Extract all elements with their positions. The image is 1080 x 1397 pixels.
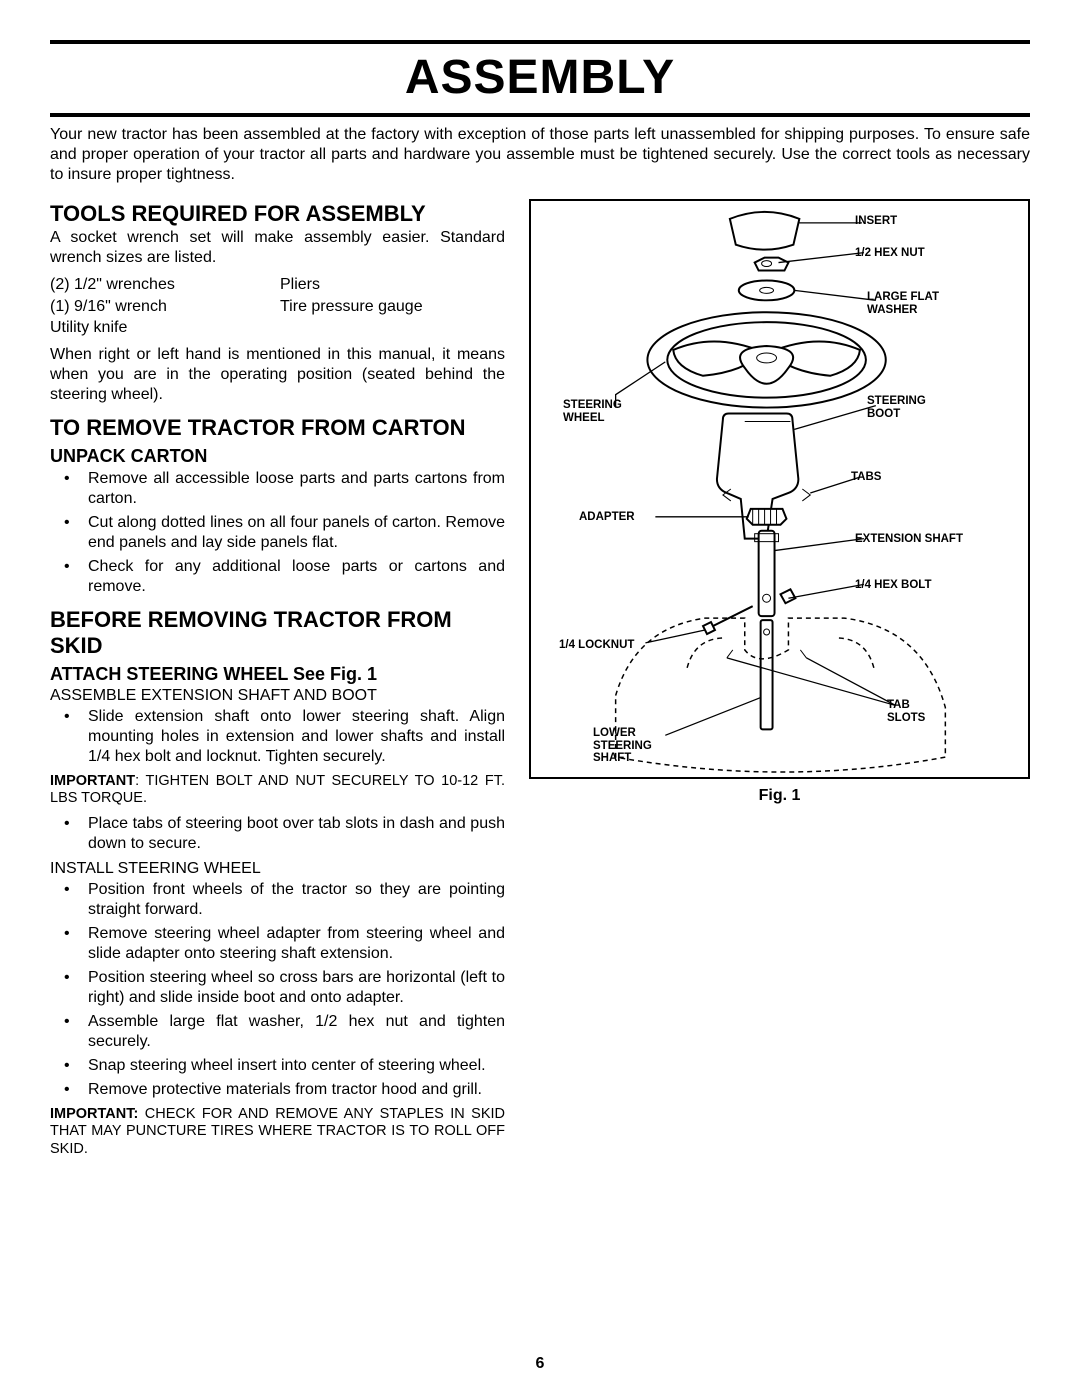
right-column: INSERT 1/2 HEX NUT LARGE FLAT WASHER STE… — [529, 199, 1030, 1164]
important-note-1: IMPORTANT: TIGHTEN BOLT AND NUT SECURELY… — [50, 773, 505, 808]
label-steering-boot: STEERING BOOT — [867, 395, 926, 420]
figure-1-box: INSERT 1/2 HEX NUT LARGE FLAT WASHER STE… — [529, 199, 1030, 779]
list-item: Position front wheels of the tractor so … — [50, 880, 505, 920]
title-bottom-rule — [50, 113, 1030, 117]
tool-cell: (2) 1/2" wrenches — [50, 274, 280, 296]
tool-cell: Tire pressure gauge — [280, 296, 505, 318]
tool-row: (1) 9/16" wrench Tire pressure gauge — [50, 296, 505, 318]
label-hex-nut: 1/2 HEX NUT — [855, 247, 925, 260]
page-number: 6 — [0, 1355, 1080, 1373]
list-item: Assemble large flat washer, 1/2 hex nut … — [50, 1012, 505, 1052]
intro-paragraph: Your new tractor has been assembled at t… — [50, 125, 1030, 185]
label-extension-shaft: EXTENSION SHAFT — [855, 533, 963, 546]
unpack-list: Remove all accessible loose parts and pa… — [50, 469, 505, 597]
tool-row: (2) 1/2" wrenches Pliers — [50, 274, 505, 296]
tools-lead: A socket wrench set will make assembly e… — [50, 228, 505, 268]
important-note-2: IMPORTANT: CHECK FOR AND REMOVE ANY STAP… — [50, 1106, 505, 1158]
tool-cell: Pliers — [280, 274, 505, 296]
tools-note: When right or left hand is mentioned in … — [50, 345, 505, 405]
label-tab-slots: TAB SLOTS — [887, 699, 925, 724]
install-list: Position front wheels of the tractor so … — [50, 880, 505, 1100]
list-item: Cut along dotted lines on all four panel… — [50, 513, 505, 553]
left-column: TOOLS REQUIRED FOR ASSEMBLY A socket wre… — [50, 199, 505, 1164]
tool-cell — [280, 317, 505, 339]
list-item: Slide extension shaft onto lower steerin… — [50, 707, 505, 767]
remove-heading: TO REMOVE TRACTOR FROM CARTON — [50, 415, 505, 440]
list-item: Position steering wheel so cross bars ar… — [50, 968, 505, 1008]
list-item: Remove steering wheel adapter from steer… — [50, 924, 505, 964]
important-lead: IMPORTANT — [50, 773, 135, 789]
tool-cell: (1) 9/16" wrench — [50, 296, 280, 318]
label-adapter: ADAPTER — [579, 511, 635, 524]
assemble-list: Slide extension shaft onto lower steerin… — [50, 707, 505, 767]
boot-list: Place tabs of steering boot over tab slo… — [50, 814, 505, 854]
figure-1-diagram — [531, 201, 1028, 777]
page-title: ASSEMBLY — [50, 44, 1030, 113]
tools-heading: TOOLS REQUIRED FOR ASSEMBLY — [50, 201, 505, 226]
list-item: Check for any additional loose parts or … — [50, 557, 505, 597]
list-item: Remove protective materials from tractor… — [50, 1080, 505, 1100]
label-hex-bolt: 1/4 HEX BOLT — [855, 579, 931, 592]
label-washer: LARGE FLAT WASHER — [867, 291, 939, 316]
figure-caption: Fig. 1 — [529, 787, 1030, 805]
two-column-layout: TOOLS REQUIRED FOR ASSEMBLY A socket wre… — [50, 199, 1030, 1164]
label-tabs: TABS — [851, 471, 881, 484]
label-steering-wheel: STEERING WHEEL — [563, 399, 622, 424]
attach-heading: ATTACH STEERING WHEEL See Fig. 1 — [50, 664, 505, 685]
list-item: Snap steering wheel insert into center o… — [50, 1056, 505, 1076]
tool-row: Utility knife — [50, 317, 505, 339]
before-heading: BEFORE REMOVING TRACTOR FROM SKID — [50, 607, 505, 658]
label-lower-shaft: LOWER STEERING SHAFT — [593, 727, 652, 765]
label-insert: INSERT — [855, 215, 897, 228]
assemble-line: ASSEMBLE EXTENSION SHAFT AND BOOT — [50, 687, 505, 705]
list-item: Place tabs of steering boot over tab slo… — [50, 814, 505, 854]
list-item: Remove all accessible loose parts and pa… — [50, 469, 505, 509]
important-lead: IMPORTANT: — [50, 1106, 138, 1122]
label-locknut: 1/4 LOCKNUT — [559, 639, 634, 652]
install-line: INSTALL STEERING WHEEL — [50, 860, 505, 878]
unpack-heading: UNPACK CARTON — [50, 446, 505, 467]
tool-cell: Utility knife — [50, 317, 280, 339]
